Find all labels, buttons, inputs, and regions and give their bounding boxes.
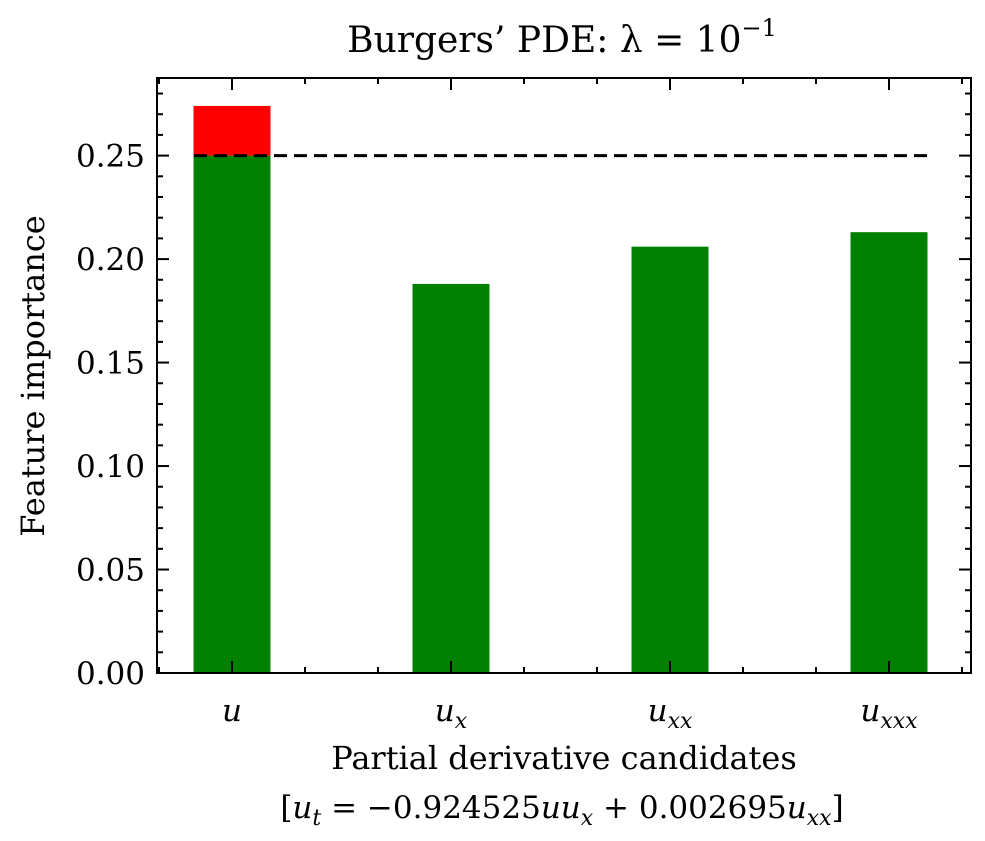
fitted-equation: [ut = −0.924525uux + 0.002695uxx] — [280, 790, 843, 831]
chart-title: Burgers’ PDE: λ = 10−1 — [347, 14, 777, 61]
bar-green-3 — [850, 232, 928, 673]
bar-green-1 — [412, 283, 490, 673]
y-tick-label: 0.20 — [76, 242, 145, 278]
y-tick-label: 0.05 — [76, 553, 145, 589]
plot-frame — [156, 77, 972, 674]
y-tick-label: 0.00 — [76, 656, 145, 692]
y-axis-label: Feature importance — [14, 215, 52, 536]
x-axis-label: Partial derivative candidates — [331, 739, 797, 777]
x-tick-label: ux — [435, 693, 468, 734]
y-tick-label: 0.15 — [76, 346, 145, 382]
y-tick-label: 0.10 — [76, 449, 145, 485]
bar-green-2 — [631, 246, 709, 674]
y-tick-labels: 0.00 0.05 0.10 0.15 0.20 0.25 — [76, 139, 145, 692]
y-tick-label: 0.25 — [76, 139, 145, 175]
bar-red-0 — [193, 105, 271, 156]
x-tick-label: u — [222, 693, 242, 729]
bars-group — [193, 105, 928, 674]
bar-green-0 — [193, 155, 271, 673]
